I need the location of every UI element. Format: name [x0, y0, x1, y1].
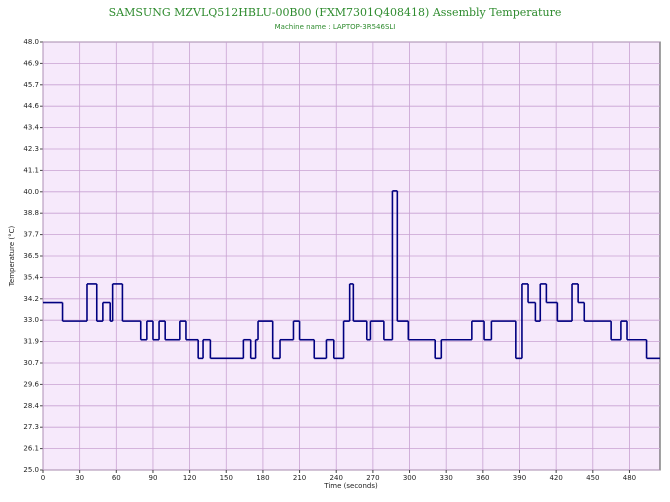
y-tick-label: 48.0	[23, 38, 39, 46]
x-tick-label: 360	[476, 474, 489, 482]
y-tick-label: 25.0	[23, 466, 39, 474]
y-tick-label: 26.1	[23, 445, 39, 453]
y-tick-label: 40.0	[23, 188, 39, 196]
x-tick-label: 390	[513, 474, 526, 482]
chart-title: SAMSUNG MZVLQ512HBLU-00B00 (FXM7301Q4084…	[109, 6, 562, 19]
x-tick-label: 300	[403, 474, 416, 482]
y-tick-label: 43.4	[23, 124, 39, 132]
x-tick-label: 150	[220, 474, 233, 482]
x-tick-label: 450	[586, 474, 599, 482]
x-tick-label: 90	[148, 474, 157, 482]
x-tick-label: 420	[549, 474, 562, 482]
chart-subtitle: Machine name : LAPTOP-3R546SLI	[275, 23, 396, 31]
x-tick-label: 270	[366, 474, 379, 482]
x-tick-label: 210	[293, 474, 306, 482]
y-tick-label: 38.8	[23, 209, 39, 217]
x-tick-label: 480	[623, 474, 636, 482]
y-tick-label: 34.2	[23, 295, 39, 303]
y-tick-label: 44.6	[23, 102, 39, 110]
x-tick-label: 180	[256, 474, 269, 482]
y-tick-label: 28.4	[23, 402, 39, 410]
y-tick-label: 33.0	[23, 316, 39, 324]
y-tick-label: 46.9	[23, 59, 39, 67]
y-tick-label: 37.7	[23, 231, 39, 239]
y-tick-label: 36.5	[23, 252, 39, 260]
x-tick-label: 120	[183, 474, 196, 482]
x-tick-label: 30	[75, 474, 84, 482]
y-tick-label: 27.3	[23, 423, 39, 431]
y-tick-label: 29.6	[23, 380, 39, 388]
x-axis-label: Time (seconds)	[323, 482, 378, 490]
x-tick-label: 240	[330, 474, 343, 482]
y-tick-label: 31.9	[23, 338, 39, 346]
y-axis-label: Temperature (°C)	[8, 226, 16, 288]
x-tick-label: 0	[41, 474, 45, 482]
y-tick-label: 41.1	[23, 166, 39, 174]
y-tick-label: 45.7	[23, 81, 39, 89]
y-tick-label: 42.3	[23, 145, 39, 153]
x-tick-label: 330	[440, 474, 453, 482]
y-tick-label: 35.4	[23, 273, 39, 281]
y-tick-label: 30.7	[23, 359, 39, 367]
x-tick-label: 60	[112, 474, 121, 482]
